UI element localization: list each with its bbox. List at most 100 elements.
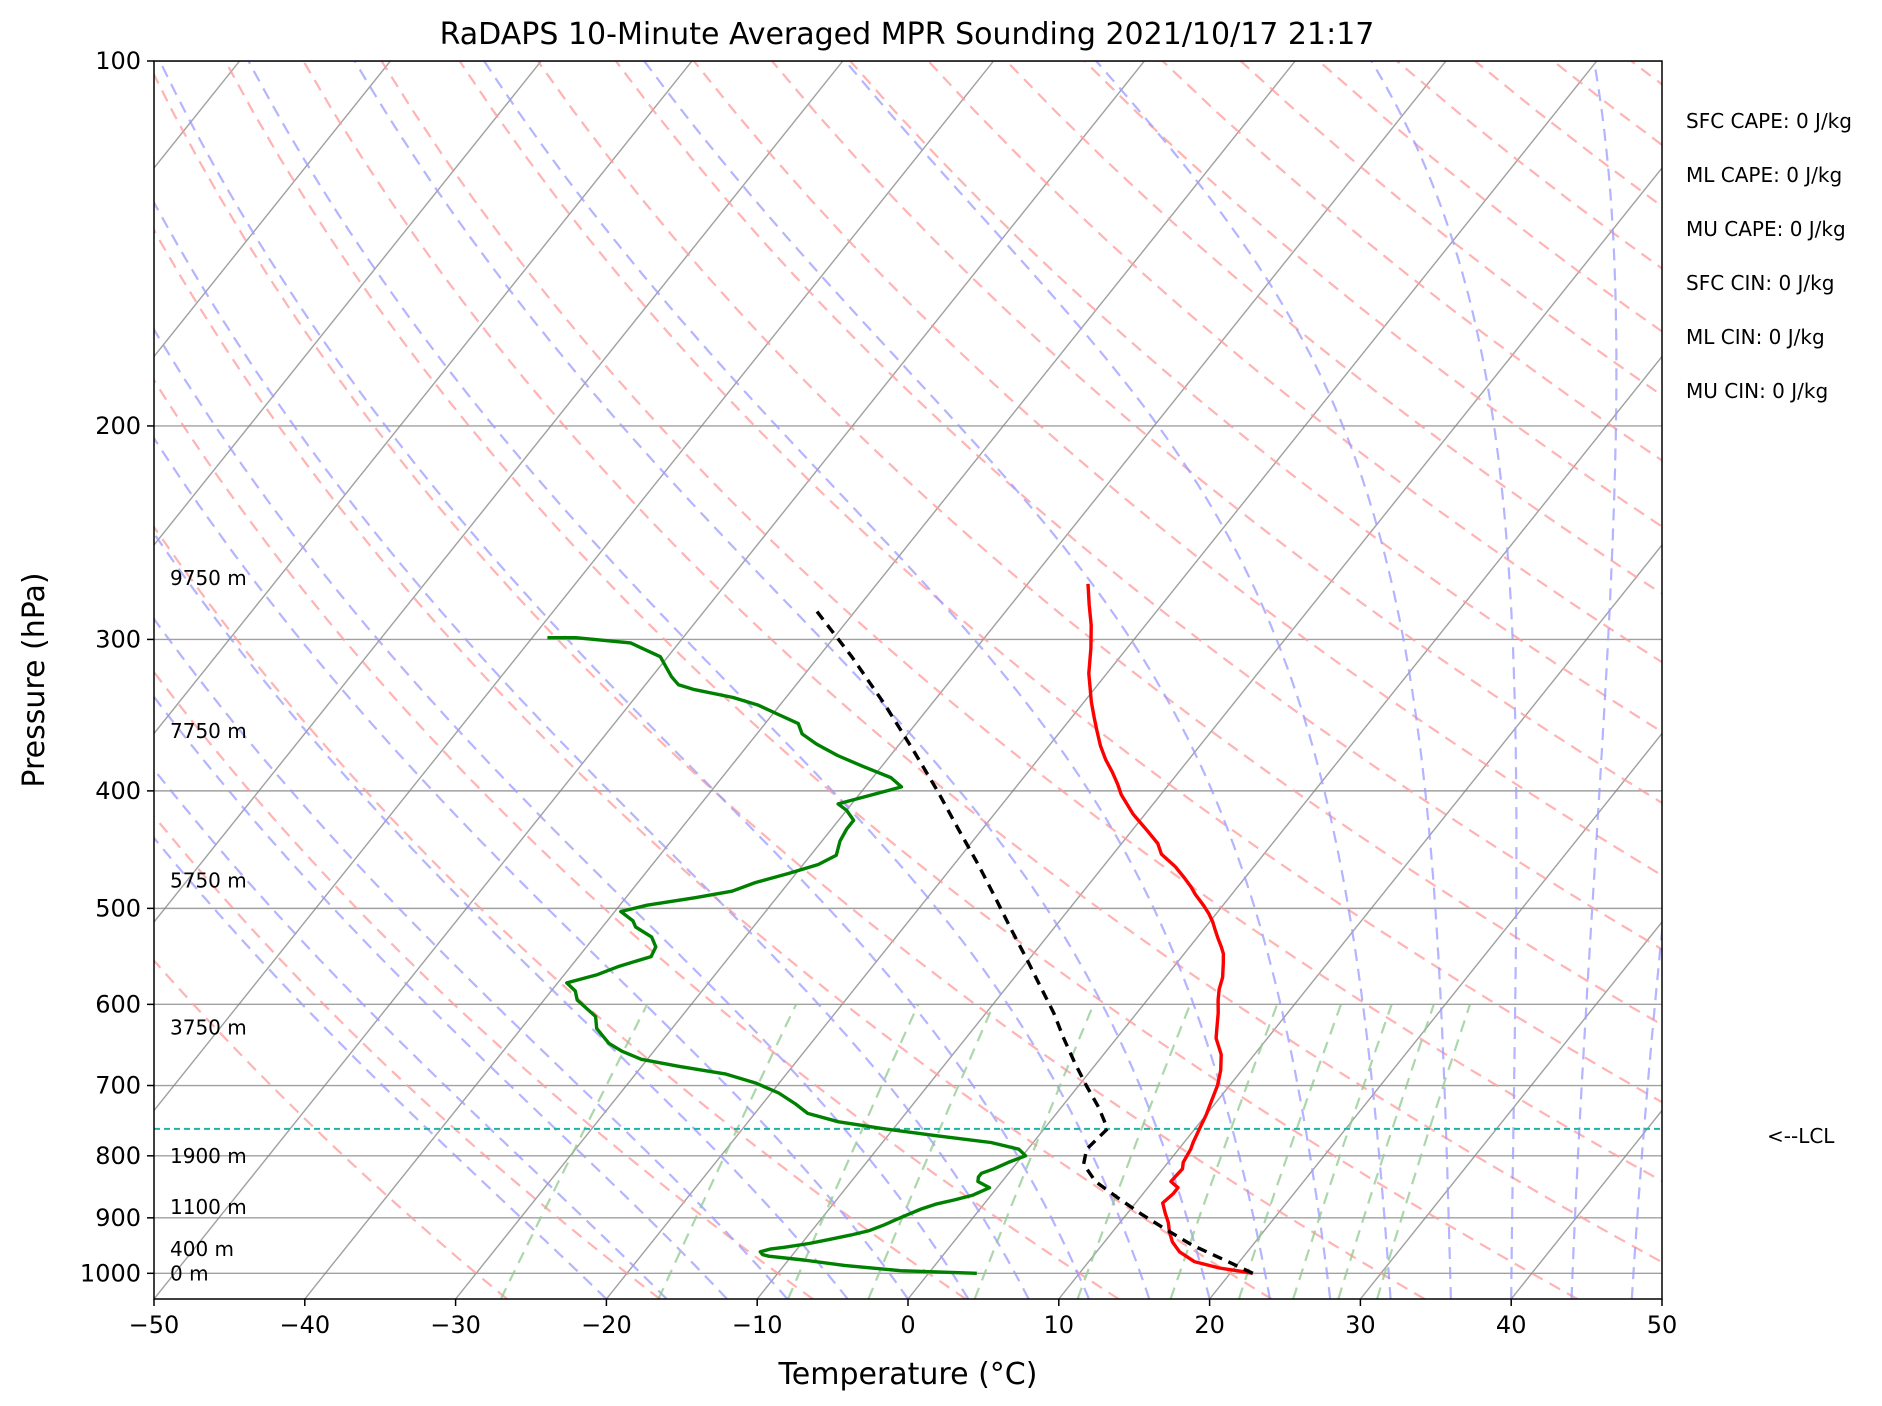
height-label: 0 m (170, 1261, 209, 1285)
isotherm-line (154, 61, 844, 924)
isotherm-line (756, 166, 1662, 1299)
dry-adiabat-line (1630, 61, 1662, 86)
isotherm-line (154, 61, 542, 547)
moist-adiabat-line (483, 61, 1271, 1299)
mixing-ratio-line (1169, 1004, 1279, 1299)
x-tick-label: 10 (1044, 1311, 1075, 1339)
stat-text: MU CIN: 0 J/kg (1686, 379, 1828, 403)
dry-adiabat-line (458, 61, 1662, 1104)
isotherm-line (455, 61, 1447, 1299)
isotherm-line (907, 355, 1662, 1299)
moist-adiabat-line (154, 531, 849, 1299)
x-tick-label: −30 (430, 1311, 481, 1339)
dry-adiabat-line (154, 670, 814, 1299)
isotherm-line (154, 61, 1145, 1299)
y-tick-label: 200 (95, 412, 141, 440)
plot-frame (153, 60, 1663, 1300)
parcel-line (811, 605, 1254, 1275)
moist-adiabat-line (643, 61, 1332, 1299)
dry-adiabat-line (1788, 61, 1882, 1299)
dry-adiabat-line (1552, 61, 1662, 147)
dry-adiabat-line (771, 61, 1662, 805)
dry-adiabat-line (1005, 61, 1662, 596)
dry-adiabat-line (1866, 61, 1882, 1299)
stat-text: SFC CAPE: 0 J/kg (1686, 109, 1852, 133)
dry-adiabat-line (154, 72, 1426, 1299)
moist-adiabat-line (154, 436, 909, 1299)
dry-adiabat-line (154, 958, 508, 1299)
dry-adiabat-line (849, 61, 1662, 734)
mixing-ratio-line (1337, 1004, 1435, 1299)
moist-adiabat-line (844, 61, 1392, 1299)
stat-text: ML CAPE: 0 J/kg (1686, 163, 1842, 187)
x-tick-label: 20 (1194, 1311, 1225, 1339)
dry-adiabat-line (1709, 61, 1882, 1299)
y-tick-label: 900 (95, 1204, 141, 1232)
mixing-ratio-line (657, 1003, 798, 1299)
dry-adiabat-line (154, 814, 661, 1299)
mixing-ratio-line (867, 1003, 995, 1299)
mixing-ratio-line (1076, 1003, 1192, 1299)
moist-adiabat-line (154, 200, 1030, 1299)
mixing-ratio-line (1237, 1004, 1343, 1299)
stat-text: ML CIN: 0 J/kg (1686, 325, 1825, 349)
mixing-ratio-line (1292, 1004, 1393, 1299)
isotherm-line (1209, 732, 1662, 1299)
mixing-ratio-line (499, 1003, 649, 1299)
dry-adiabat-line (154, 378, 1120, 1299)
moist-adiabat-line (353, 61, 1211, 1299)
y-tick-label: 1000 (80, 1259, 141, 1287)
height-label: 1100 m (170, 1195, 247, 1219)
moist-adiabat-line (1370, 61, 1518, 1299)
series-layer (547, 583, 1254, 1275)
dry-adiabat-line (1161, 61, 1662, 462)
x-axis-title: Temperature (°C) (778, 1357, 1038, 1392)
y-tick-label: 600 (95, 990, 141, 1018)
dry-adiabat-line (380, 61, 1662, 1183)
dry-adiabat-line (154, 227, 1273, 1299)
moist-adiabat-line (154, 767, 668, 1299)
x-tick-label: −20 (581, 1311, 632, 1339)
temperature-line (1086, 583, 1254, 1275)
isotherm-line (154, 61, 995, 1112)
height-label: 400 m (170, 1237, 234, 1261)
height-label: 5750 m (170, 868, 247, 892)
height-label: 1900 m (170, 1144, 247, 1168)
moist-adiabat-line (154, 617, 789, 1299)
height-label: 3750 m (170, 1016, 247, 1040)
x-tick-label: −50 (129, 1311, 180, 1339)
dry-adiabat-line (927, 61, 1662, 664)
isotherm-line (154, 61, 693, 735)
x-tick-label: −40 (279, 1311, 330, 1339)
stat-text: SFC CIN: 0 J/kg (1686, 271, 1834, 295)
moist-adiabat-line (247, 61, 1151, 1299)
y-tick-label: 500 (95, 894, 141, 922)
stat-text: MU CAPE: 0 J/kg (1686, 217, 1846, 241)
lcl-label: <--LCL (1767, 1124, 1835, 1148)
moist-adiabat-line (158, 61, 1090, 1299)
dewpoint-line (547, 636, 1028, 1275)
x-tick-label: −10 (732, 1311, 783, 1339)
y-tick-label: 700 (95, 1072, 141, 1100)
isotherm-line (605, 61, 1598, 1299)
y-axis-title: Pressure (hPa) (17, 572, 52, 787)
dry-adiabat-line (1396, 61, 1662, 270)
grid-layer (154, 61, 1882, 1299)
dry-adiabat-line (1083, 61, 1662, 528)
dry-adiabat-line (154, 525, 967, 1299)
isotherm-line (1510, 1109, 1662, 1299)
x-tick-label: 30 (1345, 1311, 1376, 1339)
y-tick-label: 100 (95, 47, 141, 75)
isotherm-line (1359, 920, 1662, 1299)
isotherm-line (304, 61, 1296, 1299)
dry-adiabat-line (1474, 61, 1662, 208)
y-tick-label: 400 (95, 777, 141, 805)
isotherm-line (1058, 543, 1662, 1299)
moist-adiabat-line (1630, 920, 1662, 1299)
moist-adiabat-line (1570, 61, 1618, 1299)
y-tick-label: 300 (95, 625, 141, 653)
isotherm-line (154, 61, 391, 358)
height-label: 7750 m (170, 719, 247, 743)
tick-layer: −50 −40 −30 −20 −10 0 10 20 30 40 50 100 200 300 400 50… (80, 47, 1677, 1339)
